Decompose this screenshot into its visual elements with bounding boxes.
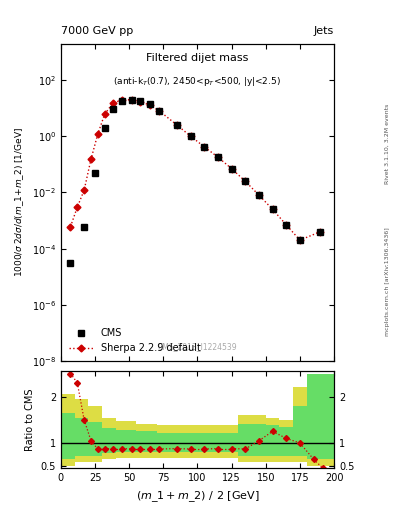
Y-axis label: Ratio to CMS: Ratio to CMS <box>25 389 35 451</box>
Text: mcplots.cern.ch [arXiv:1306.3436]: mcplots.cern.ch [arXiv:1306.3436] <box>385 227 389 336</box>
Text: Rivet 3.1.10, 3.2M events: Rivet 3.1.10, 3.2M events <box>385 103 389 183</box>
Text: Jets: Jets <box>314 26 334 36</box>
Text: CMS_2013_I1224539: CMS_2013_I1224539 <box>158 343 237 351</box>
Text: (anti-k$_T$(0.7), 2450<p$_T$<500, |y|<2.5): (anti-k$_T$(0.7), 2450<p$_T$<500, |y|<2.… <box>114 75 281 88</box>
Y-axis label: $1000/\sigma\,2d\sigma/d(m\_1{+}m\_2)$ [1/GeV]: $1000/\sigma\,2d\sigma/d(m\_1{+}m\_2)$ [… <box>13 127 26 278</box>
Text: Filtered dijet mass: Filtered dijet mass <box>146 53 249 63</box>
Text: 7000 GeV pp: 7000 GeV pp <box>61 26 133 36</box>
Legend: CMS, Sherpa 2.2.9 default: CMS, Sherpa 2.2.9 default <box>66 326 204 356</box>
X-axis label: $(m\_1 + m\_2)$ / 2 [GeV]: $(m\_1 + m\_2)$ / 2 [GeV] <box>136 489 259 504</box>
